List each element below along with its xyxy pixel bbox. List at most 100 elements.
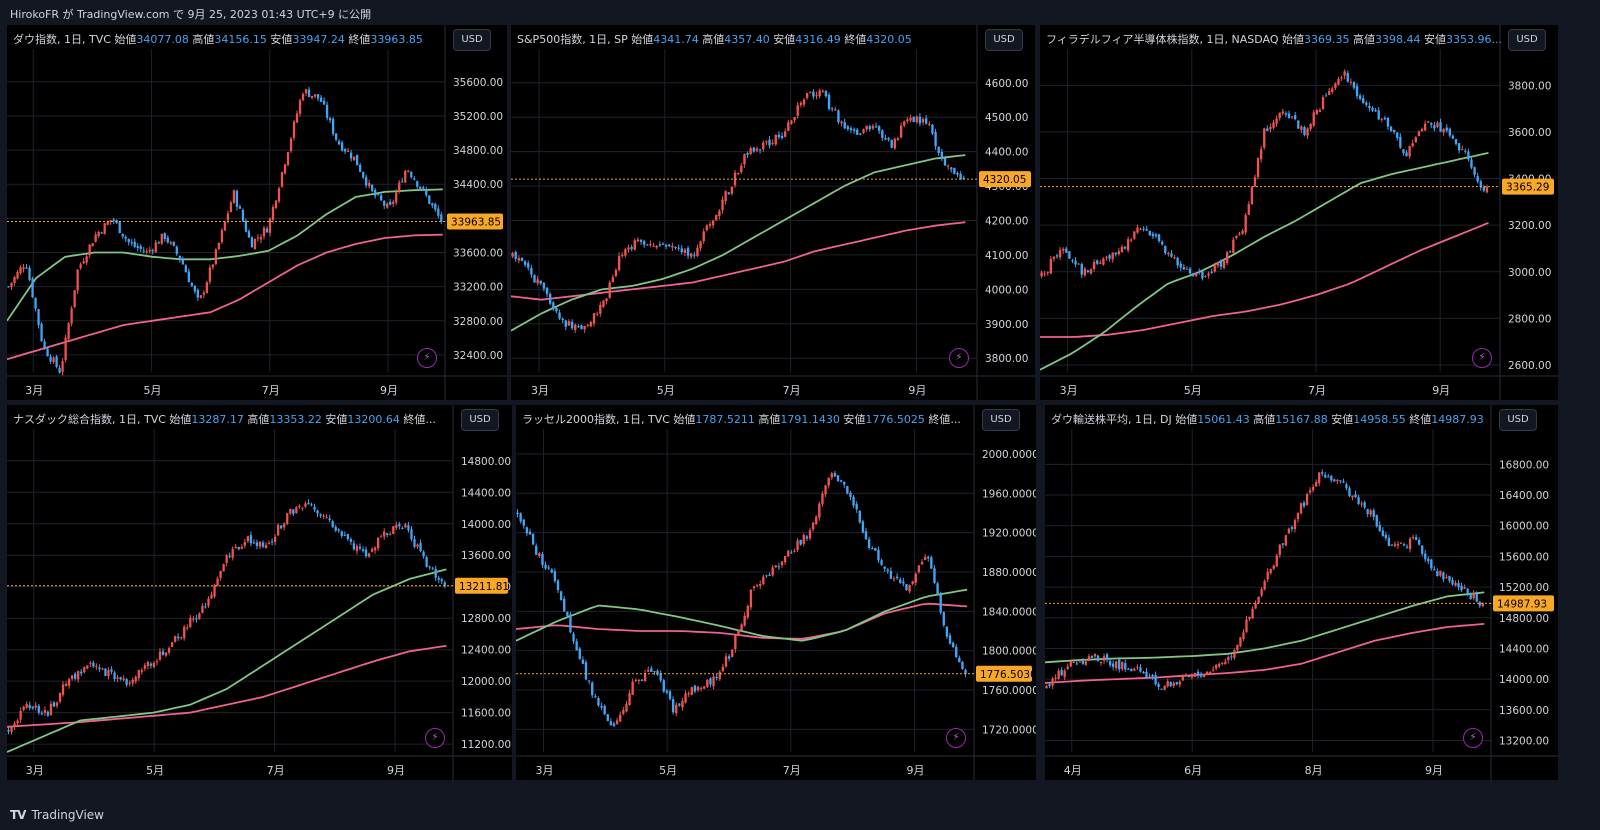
candle — [258, 541, 262, 547]
ma-50-line — [511, 154, 966, 332]
candle — [864, 531, 868, 540]
candle — [1464, 150, 1467, 152]
candle — [145, 251, 148, 253]
candle — [1086, 270, 1090, 273]
candle — [1195, 273, 1198, 276]
candle — [827, 477, 830, 486]
chart-panel[interactable]: 35600.0035200.0034800.0034400.0034000.00… — [7, 25, 507, 400]
candle — [824, 91, 828, 97]
candle — [877, 549, 880, 561]
candle — [959, 173, 962, 180]
candle — [1241, 230, 1244, 234]
candle — [1160, 688, 1163, 690]
candle — [1124, 663, 1127, 670]
candle — [572, 633, 575, 642]
currency-button[interactable]: USD — [1499, 409, 1537, 431]
candle — [927, 556, 930, 559]
candle — [1315, 110, 1319, 114]
y-tick-label: 4000.00 — [985, 284, 1028, 296]
candle — [867, 539, 871, 548]
chart-panel[interactable]: 4600.004500.004400.004300.004200.004100.… — [511, 25, 1035, 400]
candle — [392, 201, 395, 205]
candle — [686, 247, 690, 256]
symbol-info: ラッセル2000指数, 1日, TVC — [522, 413, 674, 426]
ohlc-value: 4320.05 — [866, 33, 912, 46]
candle — [1251, 608, 1254, 619]
candle — [268, 218, 272, 233]
candle — [528, 531, 532, 535]
lightning-icon[interactable]: ⚡ — [425, 728, 445, 748]
candle — [70, 675, 74, 679]
candle — [164, 652, 168, 656]
candle — [240, 546, 243, 549]
chart-title: ナスダック総合指数, 1日, TVC 始値13287.17 高値13353.22… — [13, 411, 436, 427]
candle — [903, 121, 906, 126]
candle — [1392, 130, 1396, 132]
candle — [169, 242, 172, 244]
candle — [61, 361, 64, 372]
candle — [614, 270, 618, 276]
candle — [241, 209, 245, 221]
candle — [1328, 90, 1331, 95]
ma-200-line — [1040, 221, 1489, 338]
candle — [574, 324, 577, 330]
lightning-icon[interactable]: ⚡ — [1472, 348, 1492, 368]
candle — [1254, 603, 1257, 609]
ma-50-line — [7, 568, 447, 753]
candle — [627, 247, 630, 250]
candle — [1058, 250, 1062, 258]
lightning-icon[interactable]: ⚡ — [949, 348, 969, 368]
ohlc-label: 高値 — [754, 413, 781, 426]
chart-panel[interactable]: 16800.00 16400.00 16000.00 15600.00 15200.00… — [1045, 405, 1558, 780]
candle — [1172, 683, 1175, 686]
candle — [127, 238, 130, 243]
candle — [1396, 132, 1399, 139]
candle — [1074, 260, 1077, 265]
chart-title: ダウ輸送株平均, 1日, DJ 始値15061.43 高値15167.88 安値… — [1051, 411, 1484, 427]
candle — [1460, 585, 1463, 591]
candle — [170, 642, 174, 647]
candle — [541, 554, 544, 565]
y-tick-label: 34400.00 — [453, 179, 503, 191]
x-tick-label: 7月 — [267, 764, 285, 777]
lightning-icon[interactable]: ⚡ — [1463, 728, 1483, 748]
lightning-icon[interactable]: ⚡ — [946, 728, 966, 748]
y-tick-label: 14800.00 — [1499, 613, 1549, 625]
chart-panel[interactable]: 3800.003600.003400.003200.003000.002800.… — [1040, 25, 1558, 400]
currency-button[interactable]: USD — [453, 29, 491, 51]
candle — [177, 636, 180, 639]
candle — [930, 557, 933, 569]
candle — [749, 589, 753, 608]
symbol-info: フィラデルフィア半導体株指数, 1日, NASDAQ — [1046, 33, 1283, 46]
candle — [765, 141, 768, 143]
candle — [43, 341, 46, 348]
currency-button[interactable]: USD — [982, 409, 1020, 431]
ohlc-label: 始値 — [114, 33, 137, 46]
chart-panel[interactable]: 14800.0014400.0014000.0013600.0013200.00… — [7, 405, 512, 780]
currency-button[interactable]: USD — [985, 29, 1023, 51]
candle — [580, 325, 583, 330]
candle — [1454, 582, 1457, 586]
y-tick-label: 1760.0000 — [982, 685, 1036, 697]
candle — [587, 680, 591, 682]
candle — [535, 545, 538, 555]
candle — [1222, 261, 1226, 269]
candle — [1230, 656, 1233, 658]
x-tick-label: 4月 — [1064, 764, 1082, 777]
footer: TV TradingView — [10, 808, 104, 822]
x-tick-label: 8月 — [1305, 764, 1323, 777]
chart-panel[interactable]: 2000.0000 1960.0000 1920.0000 1880.0000 1840… — [516, 405, 1036, 780]
candle — [198, 613, 201, 620]
candle — [643, 673, 647, 682]
candle — [434, 568, 437, 578]
currency-button[interactable]: USD — [1508, 29, 1546, 51]
lightning-icon[interactable]: ⚡ — [417, 348, 437, 368]
ohlc-label: 始値 — [169, 413, 192, 426]
currency-button[interactable]: USD — [461, 409, 499, 431]
candle — [583, 326, 586, 330]
ohlc-label: 安値 — [839, 413, 866, 426]
candle — [1167, 253, 1170, 255]
candle — [1205, 671, 1209, 674]
candle — [160, 233, 163, 244]
candle — [428, 566, 431, 568]
